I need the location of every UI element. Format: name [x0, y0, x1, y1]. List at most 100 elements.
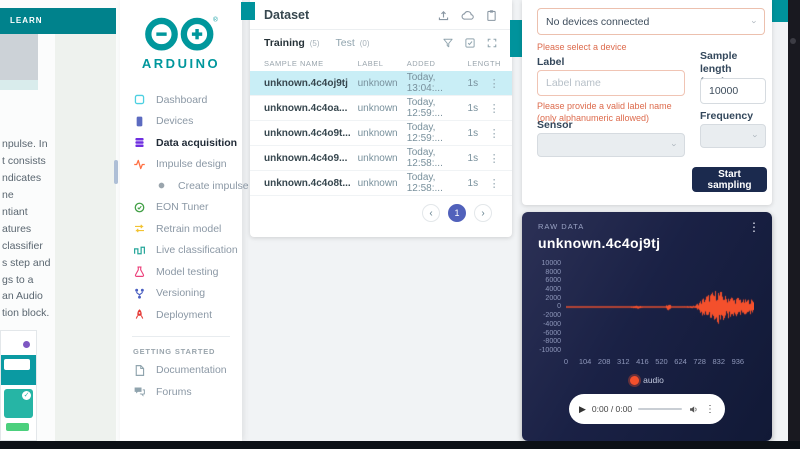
prev-page-button[interactable]: ‹ [422, 204, 440, 223]
sidebar-item-impulse-design[interactable]: Impulse design [120, 154, 242, 176]
sample-length-label: Sample length [700, 50, 738, 75]
bg-text-line: ndicates [2, 172, 42, 184]
table-row[interactable]: unknown.4c4o9t... unknown Today, 12:59:.… [250, 121, 512, 147]
sidebar-item-retrain-model[interactable]: Retrain model [120, 218, 242, 240]
waveform-chart: 10000 8000 6000 4000 2000 0 -2000 -4000 -6000 -80… [530, 260, 764, 354]
bullet-icon [155, 179, 168, 192]
bg-text-line: ne [2, 189, 14, 201]
sidebar-item-label: Versioning [156, 287, 206, 300]
sidebar-item-deployment[interactable]: Deployment [120, 304, 242, 326]
row-menu-icon[interactable]: ⋮ [488, 127, 500, 140]
background-page: LEARN npulse. In t consists ndicates ne … [0, 0, 120, 441]
player-menu-icon[interactable]: ⋮ [705, 403, 715, 415]
sidebar-item-label: Model testing [156, 265, 219, 278]
tab-count: (0) [359, 39, 370, 48]
row-menu-icon[interactable]: ⋮ [488, 152, 500, 165]
screen-edge-bottom [0, 441, 800, 449]
bg-text-line: t consists [2, 155, 46, 167]
legend-label: audio [643, 375, 664, 385]
sidebar-item-dashboard[interactable]: Dashboard [120, 89, 242, 111]
cloud-upload-icon[interactable] [461, 9, 474, 22]
table-row[interactable]: unknown.4c4o9... unknown Today, 12:58:..… [250, 146, 512, 172]
sample-label: unknown [357, 127, 398, 139]
label-input[interactable] [537, 70, 685, 96]
sidebar-item-devices[interactable]: Devices [120, 111, 242, 133]
current-page-button[interactable]: 1 [448, 204, 466, 223]
raw-data-panel: RAW DATA ⋮ unknown.4c4oj9tj 10000 8000 600… [522, 212, 772, 441]
frequency-label: Frequency [700, 110, 754, 122]
edge-dot [790, 38, 796, 44]
sidebar-item-live-classification[interactable]: Live classification [120, 240, 242, 262]
chevron-down-icon: › [750, 134, 761, 138]
rocket-icon [133, 308, 146, 321]
sensor-label: Sensor [537, 119, 573, 131]
dataset-title: Dataset [264, 8, 310, 22]
clipboard-icon[interactable] [485, 9, 498, 22]
brand-name: ARDUINO [141, 56, 221, 71]
tuner-icon [133, 201, 146, 214]
sidebar-item-forums[interactable]: Forums [120, 381, 242, 403]
start-sampling-button[interactable]: Start sampling [692, 167, 767, 192]
sample-length-input[interactable] [700, 78, 766, 104]
device-error-text: Please select a device [537, 42, 627, 52]
row-menu-icon[interactable]: ⋮ [488, 177, 500, 190]
tab-test[interactable]: Test (0) [336, 37, 370, 49]
background-paragraph: npulse. In t consists ndicates ne ntiant… [2, 136, 60, 289]
chevron-down-icon: › [749, 20, 760, 23]
sidebar-item-versioning[interactable]: Versioning [120, 283, 242, 305]
sidebar-item-model-testing[interactable]: Model testing [120, 261, 242, 283]
dataset-panel: Dataset Training (5) Test (0) SA [250, 0, 512, 237]
sample-added: Today, 12:59:... [406, 122, 443, 145]
device-select[interactable]: No devices connected › [537, 8, 765, 35]
table-row[interactable]: unknown.4c4oj9tj unknown Today, 13:04:..… [250, 71, 512, 97]
sensor-select[interactable]: › [537, 133, 685, 157]
background-image-placeholder [0, 34, 38, 80]
expand-icon[interactable] [486, 37, 498, 49]
sample-length: 1s [467, 127, 479, 139]
sample-name: unknown.4c4o9t... [264, 127, 351, 139]
play-button[interactable]: ▶ [579, 403, 586, 414]
sidebar-item-label: Forums [156, 385, 192, 398]
upload-icon[interactable] [437, 9, 450, 22]
device-icon [133, 115, 146, 128]
row-menu-icon[interactable]: ⋮ [488, 102, 500, 115]
volume-icon[interactable] [688, 404, 699, 415]
sample-title: unknown.4c4oj9tj [538, 235, 661, 251]
tutorial-thumbnail: ✓ [0, 330, 37, 441]
sidebar-item-documentation[interactable]: Documentation [120, 360, 242, 382]
database-icon [133, 136, 146, 149]
select-all-icon[interactable] [464, 37, 476, 49]
sample-length: 1s [467, 77, 479, 89]
chat-bubbles-icon [133, 385, 146, 398]
bg-text-line: npulse. In [2, 138, 48, 150]
panel-menu-icon[interactable]: ⋮ [748, 220, 760, 234]
sample-label: unknown [357, 77, 398, 89]
chart-legend[interactable]: audio [522, 375, 772, 385]
column-added: ADDED [406, 59, 436, 69]
sample-added: Today, 12:58:... [406, 147, 443, 170]
tab-training[interactable]: Training (5) [264, 37, 320, 49]
sidebar-item-data-acquisition[interactable]: Data acquisition [120, 132, 242, 154]
thumbnail-avatar [23, 341, 30, 348]
next-page-button[interactable]: › [474, 204, 492, 223]
raw-data-label: RAW DATA [538, 222, 585, 231]
player-progress[interactable] [638, 408, 682, 410]
sidebar-item-eon-tuner[interactable]: EON Tuner [120, 197, 242, 219]
thumbnail-searchbar [4, 359, 30, 370]
sidebar-item-create-impulse[interactable]: Create impulse [120, 175, 249, 197]
device-select-value: No devices connected [546, 15, 650, 28]
background-column [55, 34, 116, 441]
screen-edge-right [788, 0, 800, 449]
table-row[interactable]: unknown.4c4oa... unknown Today, 12:59:..… [250, 96, 512, 122]
teal-fragment [772, 0, 788, 22]
svg-text:®: ® [213, 16, 218, 24]
row-menu-icon[interactable]: ⋮ [488, 77, 500, 90]
filter-icon[interactable] [442, 37, 454, 49]
frequency-select[interactable]: › [700, 124, 766, 148]
table-row[interactable]: unknown.4c4o8t... unknown Today, 12:58:.… [250, 171, 512, 197]
audio-player[interactable]: ▶ 0:00 / 0:00 ⋮ [569, 394, 725, 424]
column-sample-name: SAMPLE NAME [264, 59, 324, 69]
page-scrollbar[interactable] [114, 160, 118, 184]
sample-name: unknown.4c4oa... [264, 102, 348, 114]
sidebar-item-label: Retrain model [156, 222, 222, 235]
